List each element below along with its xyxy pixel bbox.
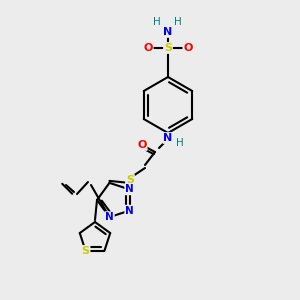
- Text: S: S: [126, 175, 134, 185]
- Text: O: O: [183, 43, 193, 53]
- Text: S: S: [164, 43, 172, 53]
- Text: N: N: [164, 27, 172, 37]
- Text: H: H: [174, 17, 182, 27]
- Text: O: O: [137, 140, 147, 150]
- Text: N: N: [164, 133, 172, 143]
- Text: H: H: [153, 17, 161, 27]
- Text: O: O: [143, 43, 153, 53]
- Text: N: N: [105, 212, 114, 222]
- Text: S: S: [82, 246, 90, 256]
- Text: N: N: [125, 184, 134, 194]
- Text: N: N: [125, 206, 134, 216]
- Text: H: H: [176, 138, 184, 148]
